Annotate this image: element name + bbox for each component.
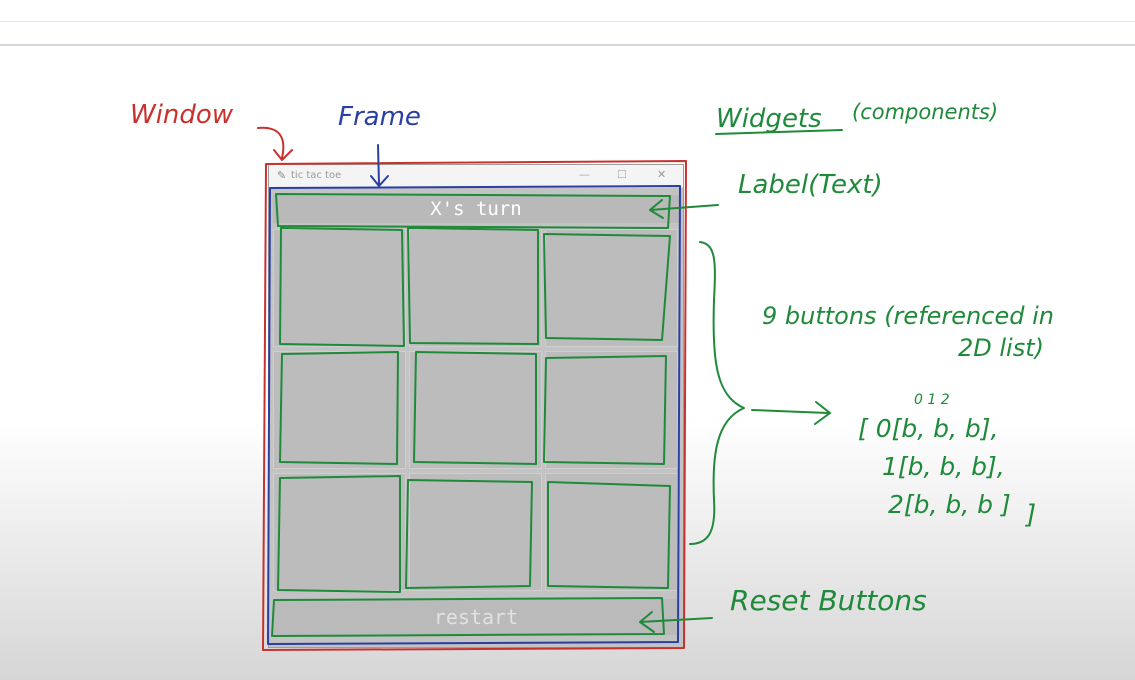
board-button-0-1[interactable] bbox=[409, 229, 542, 347]
widgets-annotation: Widgets bbox=[716, 104, 822, 134]
feather-icon: ✎ bbox=[277, 169, 287, 182]
label-annotation: Label(Text) bbox=[738, 170, 883, 200]
board-button-0-0[interactable] bbox=[273, 229, 406, 347]
board-grid bbox=[273, 229, 679, 593]
board-button-0-2[interactable] bbox=[545, 229, 678, 347]
widgets-subtitle-annotation: (components) bbox=[852, 100, 999, 124]
buttons-brace bbox=[689, 241, 745, 545]
top-separator bbox=[0, 44, 1135, 46]
board-button-2-2[interactable] bbox=[545, 473, 678, 591]
reset-annotation: Reset Buttons bbox=[730, 584, 927, 617]
tk-window: ✎ tic tac toe — ☐ ✕ X's turn restart bbox=[268, 164, 684, 648]
top-divider bbox=[0, 21, 1135, 22]
restart-button[interactable]: restart bbox=[273, 599, 679, 635]
board-button-1-1[interactable] bbox=[409, 351, 542, 469]
list-row-1: 1[b, b, b], bbox=[882, 452, 1005, 481]
close-icon[interactable]: ✕ bbox=[657, 168, 667, 181]
window-title: tic tac toe bbox=[291, 170, 342, 181]
turn-label: X's turn bbox=[273, 195, 679, 223]
list-index-header: 0 1 2 bbox=[914, 392, 950, 408]
board-button-1-2[interactable] bbox=[545, 351, 678, 469]
buttons-annotation-line1: 9 buttons (referenced in bbox=[762, 302, 1054, 330]
board-button-2-0[interactable] bbox=[273, 473, 406, 591]
list-close-bracket: ] bbox=[1026, 500, 1037, 530]
maximize-icon[interactable]: ☐ bbox=[617, 168, 627, 181]
list-row-0: [ 0[b, b, b], bbox=[858, 414, 999, 443]
board-button-1-0[interactable] bbox=[273, 351, 406, 469]
window-titlebar: ✎ tic tac toe — ☐ ✕ bbox=[269, 165, 683, 188]
window-arrow bbox=[257, 126, 293, 161]
window-annotation: Window bbox=[130, 100, 234, 130]
list-row-2: 2[b, b, b ] bbox=[888, 490, 1011, 519]
frame-annotation: Frame bbox=[338, 102, 421, 132]
buttons-annotation-line2: 2D list) bbox=[958, 334, 1044, 362]
board-button-2-1[interactable] bbox=[409, 473, 542, 591]
brace-arrow bbox=[751, 401, 831, 425]
minimize-icon[interactable]: — bbox=[579, 168, 590, 181]
